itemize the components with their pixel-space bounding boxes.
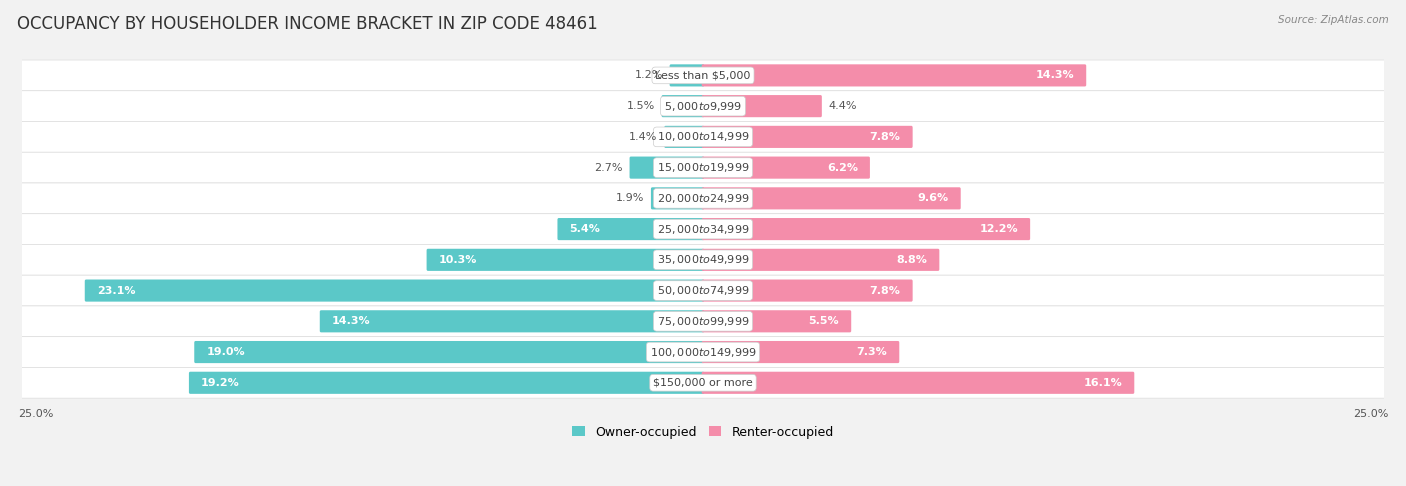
FancyBboxPatch shape — [21, 214, 1385, 244]
Legend: Owner-occupied, Renter-occupied: Owner-occupied, Renter-occupied — [568, 420, 838, 444]
FancyBboxPatch shape — [702, 64, 1087, 87]
Text: 7.3%: 7.3% — [856, 347, 887, 357]
FancyBboxPatch shape — [630, 156, 704, 179]
Text: 2.7%: 2.7% — [595, 163, 623, 173]
Text: 1.5%: 1.5% — [627, 101, 655, 111]
FancyBboxPatch shape — [21, 183, 1385, 214]
FancyBboxPatch shape — [702, 279, 912, 302]
Text: Less than $5,000: Less than $5,000 — [655, 70, 751, 80]
FancyBboxPatch shape — [21, 60, 1385, 91]
Text: 5.4%: 5.4% — [569, 224, 600, 234]
FancyBboxPatch shape — [669, 64, 704, 87]
Text: 5.5%: 5.5% — [808, 316, 839, 326]
FancyBboxPatch shape — [702, 187, 960, 209]
Text: 1.9%: 1.9% — [616, 193, 644, 203]
FancyBboxPatch shape — [194, 341, 704, 363]
FancyBboxPatch shape — [21, 367, 1385, 398]
FancyBboxPatch shape — [557, 218, 704, 240]
Text: OCCUPANCY BY HOUSEHOLDER INCOME BRACKET IN ZIP CODE 48461: OCCUPANCY BY HOUSEHOLDER INCOME BRACKET … — [17, 15, 598, 33]
FancyBboxPatch shape — [319, 310, 704, 332]
Text: 10.3%: 10.3% — [439, 255, 477, 265]
Text: 14.3%: 14.3% — [332, 316, 370, 326]
Text: 1.4%: 1.4% — [630, 132, 658, 142]
Text: 16.1%: 16.1% — [1084, 378, 1122, 388]
FancyBboxPatch shape — [426, 249, 704, 271]
FancyBboxPatch shape — [664, 126, 704, 148]
FancyBboxPatch shape — [702, 249, 939, 271]
Text: 1.2%: 1.2% — [634, 70, 664, 80]
Text: 23.1%: 23.1% — [97, 286, 135, 295]
Text: $25,000 to $34,999: $25,000 to $34,999 — [657, 223, 749, 236]
Text: $10,000 to $14,999: $10,000 to $14,999 — [657, 130, 749, 143]
FancyBboxPatch shape — [21, 244, 1385, 275]
FancyBboxPatch shape — [21, 152, 1385, 183]
Text: $35,000 to $49,999: $35,000 to $49,999 — [657, 253, 749, 266]
Text: 6.2%: 6.2% — [827, 163, 858, 173]
Text: $50,000 to $74,999: $50,000 to $74,999 — [657, 284, 749, 297]
FancyBboxPatch shape — [21, 91, 1385, 122]
Text: $20,000 to $24,999: $20,000 to $24,999 — [657, 192, 749, 205]
Text: 19.0%: 19.0% — [207, 347, 245, 357]
FancyBboxPatch shape — [702, 126, 912, 148]
Text: $5,000 to $9,999: $5,000 to $9,999 — [664, 100, 742, 113]
Text: 8.8%: 8.8% — [897, 255, 928, 265]
Text: 19.2%: 19.2% — [201, 378, 239, 388]
Text: Source: ZipAtlas.com: Source: ZipAtlas.com — [1278, 15, 1389, 25]
Text: 7.8%: 7.8% — [870, 286, 901, 295]
Text: 4.4%: 4.4% — [828, 101, 858, 111]
Text: 12.2%: 12.2% — [980, 224, 1018, 234]
FancyBboxPatch shape — [662, 95, 704, 117]
FancyBboxPatch shape — [702, 156, 870, 179]
FancyBboxPatch shape — [21, 306, 1385, 337]
Text: $100,000 to $149,999: $100,000 to $149,999 — [650, 346, 756, 359]
FancyBboxPatch shape — [21, 275, 1385, 306]
FancyBboxPatch shape — [702, 95, 823, 117]
Text: 9.6%: 9.6% — [918, 193, 949, 203]
Text: $15,000 to $19,999: $15,000 to $19,999 — [657, 161, 749, 174]
Text: 14.3%: 14.3% — [1036, 70, 1074, 80]
FancyBboxPatch shape — [702, 341, 900, 363]
FancyBboxPatch shape — [21, 337, 1385, 367]
FancyBboxPatch shape — [702, 372, 1135, 394]
FancyBboxPatch shape — [188, 372, 704, 394]
FancyBboxPatch shape — [84, 279, 704, 302]
Text: $150,000 or more: $150,000 or more — [654, 378, 752, 388]
FancyBboxPatch shape — [702, 310, 851, 332]
FancyBboxPatch shape — [21, 122, 1385, 152]
FancyBboxPatch shape — [702, 218, 1031, 240]
FancyBboxPatch shape — [651, 187, 704, 209]
Text: $75,000 to $99,999: $75,000 to $99,999 — [657, 315, 749, 328]
Text: 7.8%: 7.8% — [870, 132, 901, 142]
